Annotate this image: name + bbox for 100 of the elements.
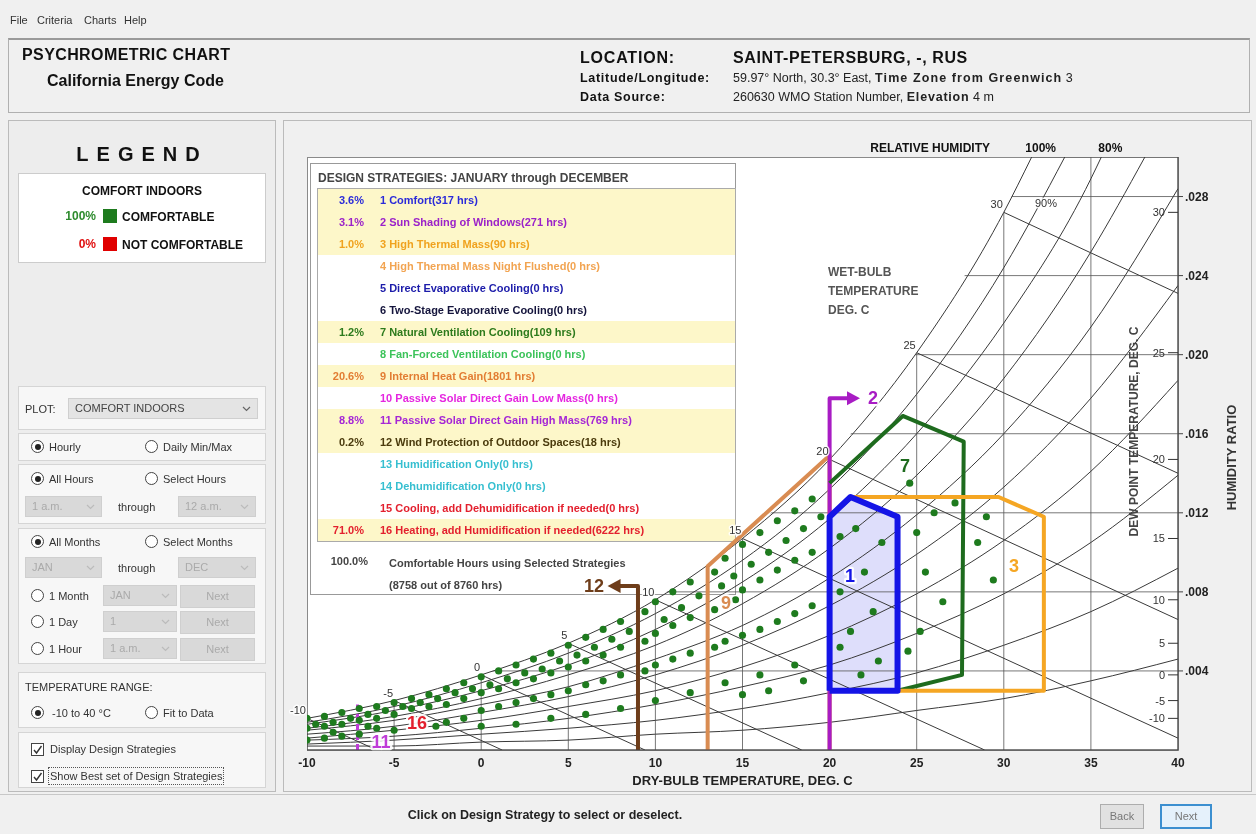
annotation: 5	[1158, 637, 1165, 650]
annotation: 90%	[1034, 197, 1058, 209]
text: TEMPERATURE RANGE:	[25, 680, 153, 694]
y-tick-label: .008	[1185, 585, 1209, 600]
annotation: 0	[1158, 668, 1165, 681]
annotation: 4 High Thermal Mass Night Flushed(0 hrs)	[380, 259, 601, 274]
text: Show Best set of Design Strategies	[50, 769, 223, 783]
annotation: 10 Passive Solar Direct Gain Low Mass(0 hrs)	[380, 391, 618, 406]
y-tick-label: .028	[1185, 189, 1209, 204]
text: COMFORTABLE	[122, 209, 215, 225]
x-tick-label: 0	[477, 755, 485, 770]
y-axis-title: HUMIDITY RATIO	[1224, 404, 1239, 511]
annotation: 1.2%	[337, 325, 364, 340]
text: SAINT-PETERSBURG, -, RUS	[733, 48, 968, 67]
text: Select Hours	[163, 472, 226, 486]
annotation: Comfortable Hours using Selected Strategies	[389, 556, 626, 570]
text: LEGEND	[75, 143, 209, 167]
text: Charts	[84, 13, 117, 27]
x-tick-label: -10	[298, 755, 316, 770]
button: Back	[1100, 804, 1144, 829]
text: 1 Day	[49, 615, 78, 629]
text: PLOT:	[25, 402, 56, 416]
text: Click on Design Strategy to select or deselect.	[406, 808, 684, 824]
annotation: 2 Sun Shading of Windows(271 hrs)	[380, 215, 567, 230]
annotation: DESIGN STRATEGIES: JANUARY through DECEMBER	[318, 171, 629, 185]
annotation: 1	[844, 566, 856, 586]
text: Hourly	[49, 440, 81, 454]
annotation: 10	[642, 585, 655, 598]
text: Select Months	[163, 535, 233, 549]
text: LOCATION:	[580, 48, 675, 67]
annotation: -10	[290, 704, 306, 717]
annotation: 0	[474, 660, 481, 673]
annotation: DEW POINT TEMPERATURE, DEG. C	[1127, 326, 1141, 537]
annotation: 3	[1008, 556, 1020, 576]
annotation: 16 Heating, add Humidification if needed(6222 hrs)	[380, 523, 645, 538]
annotation: -5	[383, 686, 394, 699]
x-tick-label: 30	[997, 755, 1011, 770]
y-tick-label: .012	[1185, 506, 1209, 521]
annotation: 15	[729, 524, 742, 537]
annotation: 7	[899, 456, 911, 476]
text: 3	[1065, 71, 1073, 85]
text: Time Zone from Greenwich	[875, 71, 1063, 85]
annotation: 100.0%	[329, 555, 368, 569]
x-tick-label: 20	[822, 755, 837, 770]
text: 1 Hour	[49, 642, 83, 656]
text: NOT COMFORTABLE	[122, 237, 244, 253]
text: 59.97° North, 30.3° East,	[733, 71, 872, 85]
annotation: 9 Internal Heat Gain(1801 hrs)	[380, 369, 536, 384]
text: PSYCHROMETRIC CHART	[22, 45, 231, 64]
x-tick-label: 15	[735, 755, 750, 770]
text: All Hours	[49, 472, 94, 486]
y-tick-label: .004	[1185, 664, 1209, 679]
button: Next	[1160, 804, 1212, 829]
annotation: 8.8%	[337, 413, 364, 428]
x-tick-label: 10	[648, 755, 663, 770]
annotation: 8 Fan-Forced Ventilation Cooling(0 hrs)	[380, 347, 586, 362]
text: 260630 WMO Station Number,	[733, 90, 904, 104]
annotation: 6 Two-Stage Evaporative Cooling(0 hrs)	[380, 303, 587, 318]
text: through	[118, 500, 156, 514]
annotation: WET-BULB TEMPERATURE DEG. C	[828, 264, 920, 319]
annotation: 20.6%	[331, 369, 364, 384]
text: All Months	[49, 535, 101, 549]
annotation: 12 Wind Protection of Outdoor Spaces(18 hrs)	[380, 435, 621, 450]
annotation: 25	[1152, 346, 1165, 359]
x-axis-title: DRY-BULB TEMPERATURE, DEG. C	[632, 773, 854, 788]
text: Criteria	[37, 13, 73, 27]
annotation: (8758 out of 8760 hrs)	[389, 578, 503, 592]
text: 4 m	[972, 90, 994, 104]
text: 100%	[64, 209, 96, 225]
x-tick-label: 25	[910, 755, 924, 770]
annotation: 3.6%	[337, 193, 364, 208]
annotation: 30	[1152, 206, 1165, 219]
annotation: 5 Direct Evaporative Cooling(0 hrs)	[380, 281, 564, 296]
annotation: 0.2%	[337, 435, 364, 450]
y-tick-label: .016	[1185, 426, 1209, 441]
y-tick-label: .020	[1185, 347, 1209, 362]
annotation: 13 Humidification Only(0 hrs)	[380, 457, 533, 472]
text: 1 Month	[49, 589, 89, 603]
annotation: 20	[816, 445, 829, 458]
text: File	[10, 13, 28, 27]
annotation: 80%	[1098, 141, 1123, 155]
text: COMFORT INDOORS	[81, 184, 203, 200]
annotation: 5	[561, 629, 568, 642]
text: Daily Min/Max	[163, 440, 233, 454]
text: -10 to 40 °C	[52, 706, 111, 720]
text: through	[118, 561, 156, 575]
annotation: 14 Dehumidification Only(0 hrs)	[380, 479, 546, 494]
annotation: 25	[903, 338, 916, 351]
text: Fit to Data	[163, 706, 214, 720]
text: Elevation	[906, 90, 970, 104]
dropdown-field: COMFORT INDOORS	[68, 398, 258, 419]
annotation: 15 Cooling, add Dehumidification if needed(0 hrs)	[380, 501, 640, 516]
annotation: 100%	[1025, 141, 1057, 155]
x-tick-label: 40	[1171, 755, 1185, 770]
annotation: -10	[1149, 712, 1165, 725]
text: California Energy Code	[47, 71, 224, 90]
annotation: 15	[1152, 532, 1165, 545]
text: Display Design Strategies	[50, 742, 176, 756]
annotation: 12	[583, 576, 605, 596]
x-tick-label: 35	[1084, 755, 1098, 770]
